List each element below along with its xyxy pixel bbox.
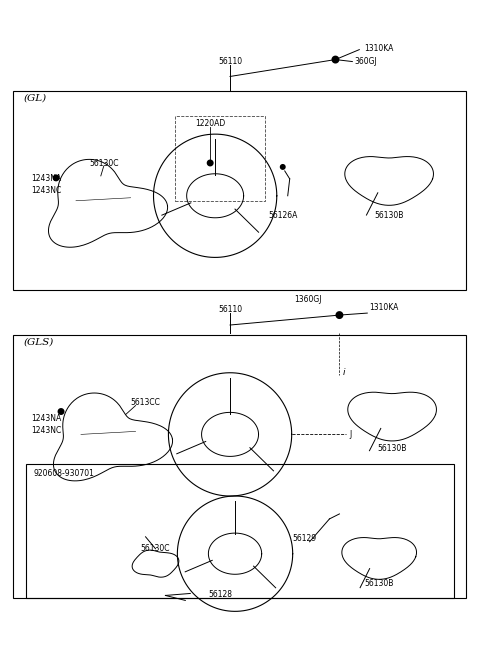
Polygon shape	[58, 408, 64, 415]
Text: J: J	[349, 430, 352, 439]
Text: 920608-930701: 920608-930701	[33, 469, 94, 478]
Text: 56130B: 56130B	[374, 211, 404, 219]
Polygon shape	[336, 311, 343, 319]
Text: 1243NC: 1243NC	[31, 186, 61, 195]
Polygon shape	[332, 56, 339, 64]
Text: 56130C: 56130C	[141, 544, 170, 553]
Text: 1310KA: 1310KA	[369, 303, 398, 312]
Text: 56130B: 56130B	[364, 579, 394, 587]
Text: 1243NA: 1243NA	[31, 174, 61, 183]
Text: 56129: 56129	[293, 533, 317, 543]
Text: 56130C: 56130C	[89, 159, 119, 168]
Bar	[13, 335, 466, 599]
Text: 360GJ: 360GJ	[354, 57, 377, 66]
Text: (GLS): (GLS)	[23, 338, 53, 347]
Text: 1243NA: 1243NA	[31, 415, 61, 424]
Text: 56128: 56128	[208, 591, 232, 599]
Text: 56126A: 56126A	[268, 211, 298, 219]
Text: 56110: 56110	[218, 57, 242, 66]
Bar	[26, 464, 454, 599]
Polygon shape	[280, 164, 286, 170]
Polygon shape	[53, 174, 60, 181]
Text: 1310KA: 1310KA	[364, 43, 394, 53]
Text: 1243NC: 1243NC	[31, 426, 61, 436]
Text: 5613CC: 5613CC	[131, 397, 160, 407]
Text: 56110: 56110	[218, 305, 242, 314]
Polygon shape	[207, 160, 214, 166]
Text: 56130B: 56130B	[377, 444, 407, 453]
Bar	[175, 116, 265, 201]
Text: 1360GJ: 1360GJ	[294, 295, 321, 304]
Text: i: i	[342, 368, 345, 376]
Bar	[13, 91, 466, 290]
Text: 1220AD: 1220AD	[195, 119, 225, 128]
Text: (GL): (GL)	[23, 93, 47, 102]
